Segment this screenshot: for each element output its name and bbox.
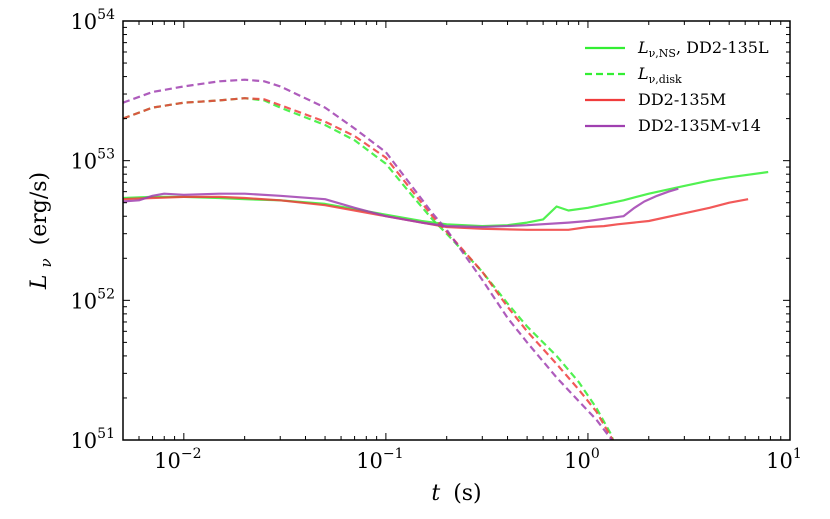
legend-entry-label: DD2-135M-v14 bbox=[638, 116, 761, 135]
series-line-dd2-135m-v14-disk bbox=[123, 78, 614, 440]
x-axis-unit: (s) bbox=[453, 481, 481, 506]
legend-entry-subscript: ν,NS bbox=[649, 47, 676, 60]
legend-entry-label: DD2-135M bbox=[638, 90, 726, 109]
legend-entry-text: L bbox=[637, 38, 649, 57]
y-tick-exponent: 53 bbox=[97, 147, 115, 163]
plot-frame bbox=[122, 20, 791, 441]
series-layer bbox=[123, 78, 769, 440]
legend-entry-text: L bbox=[637, 64, 649, 83]
series-line-dd2-135m-v14-ns bbox=[123, 187, 679, 229]
x-tick-exponent: 0 bbox=[591, 446, 600, 462]
y-axis-variable: L bbox=[27, 275, 52, 291]
y-tick-exponent: 51 bbox=[97, 426, 115, 442]
x-tick-exponent: 1 bbox=[793, 446, 802, 462]
y-tick-exponent: 52 bbox=[97, 286, 115, 302]
legend-entry-label: Lν,disk bbox=[637, 64, 682, 86]
legend-entry-text: DD2-135M-v14 bbox=[638, 116, 761, 135]
legend: Lν,NS, DD2-135LLν,diskDD2-135MDD2-135M-v… bbox=[585, 38, 769, 135]
y-tick-exponent: 54 bbox=[97, 7, 115, 23]
x-axis-label: t (s) bbox=[431, 481, 481, 506]
x-tick-exponent: −2 bbox=[181, 446, 202, 462]
legend-entry-suffix: , DD2-135L bbox=[676, 38, 769, 57]
x-axis-variable: t bbox=[431, 481, 440, 506]
series-line-dd2-135m-ns bbox=[123, 195, 749, 231]
y-tick-label: 1053 bbox=[70, 147, 115, 174]
legend-entry-text: DD2-135M bbox=[638, 90, 726, 109]
x-tick-exponent: −1 bbox=[383, 446, 404, 462]
y-axis-subscript: ν bbox=[37, 258, 55, 267]
legend-entry-label: Lν,NS, DD2-135L bbox=[637, 38, 769, 60]
axis-label-layer: t (s) L ν (erg/s) bbox=[27, 172, 482, 506]
y-axis-unit: (erg/s) bbox=[27, 172, 52, 246]
y-axis-label: L ν (erg/s) bbox=[27, 172, 57, 290]
series-line-dd2-135l-disk bbox=[123, 97, 615, 440]
legend-entry-subscript: ν,disk bbox=[649, 73, 682, 86]
